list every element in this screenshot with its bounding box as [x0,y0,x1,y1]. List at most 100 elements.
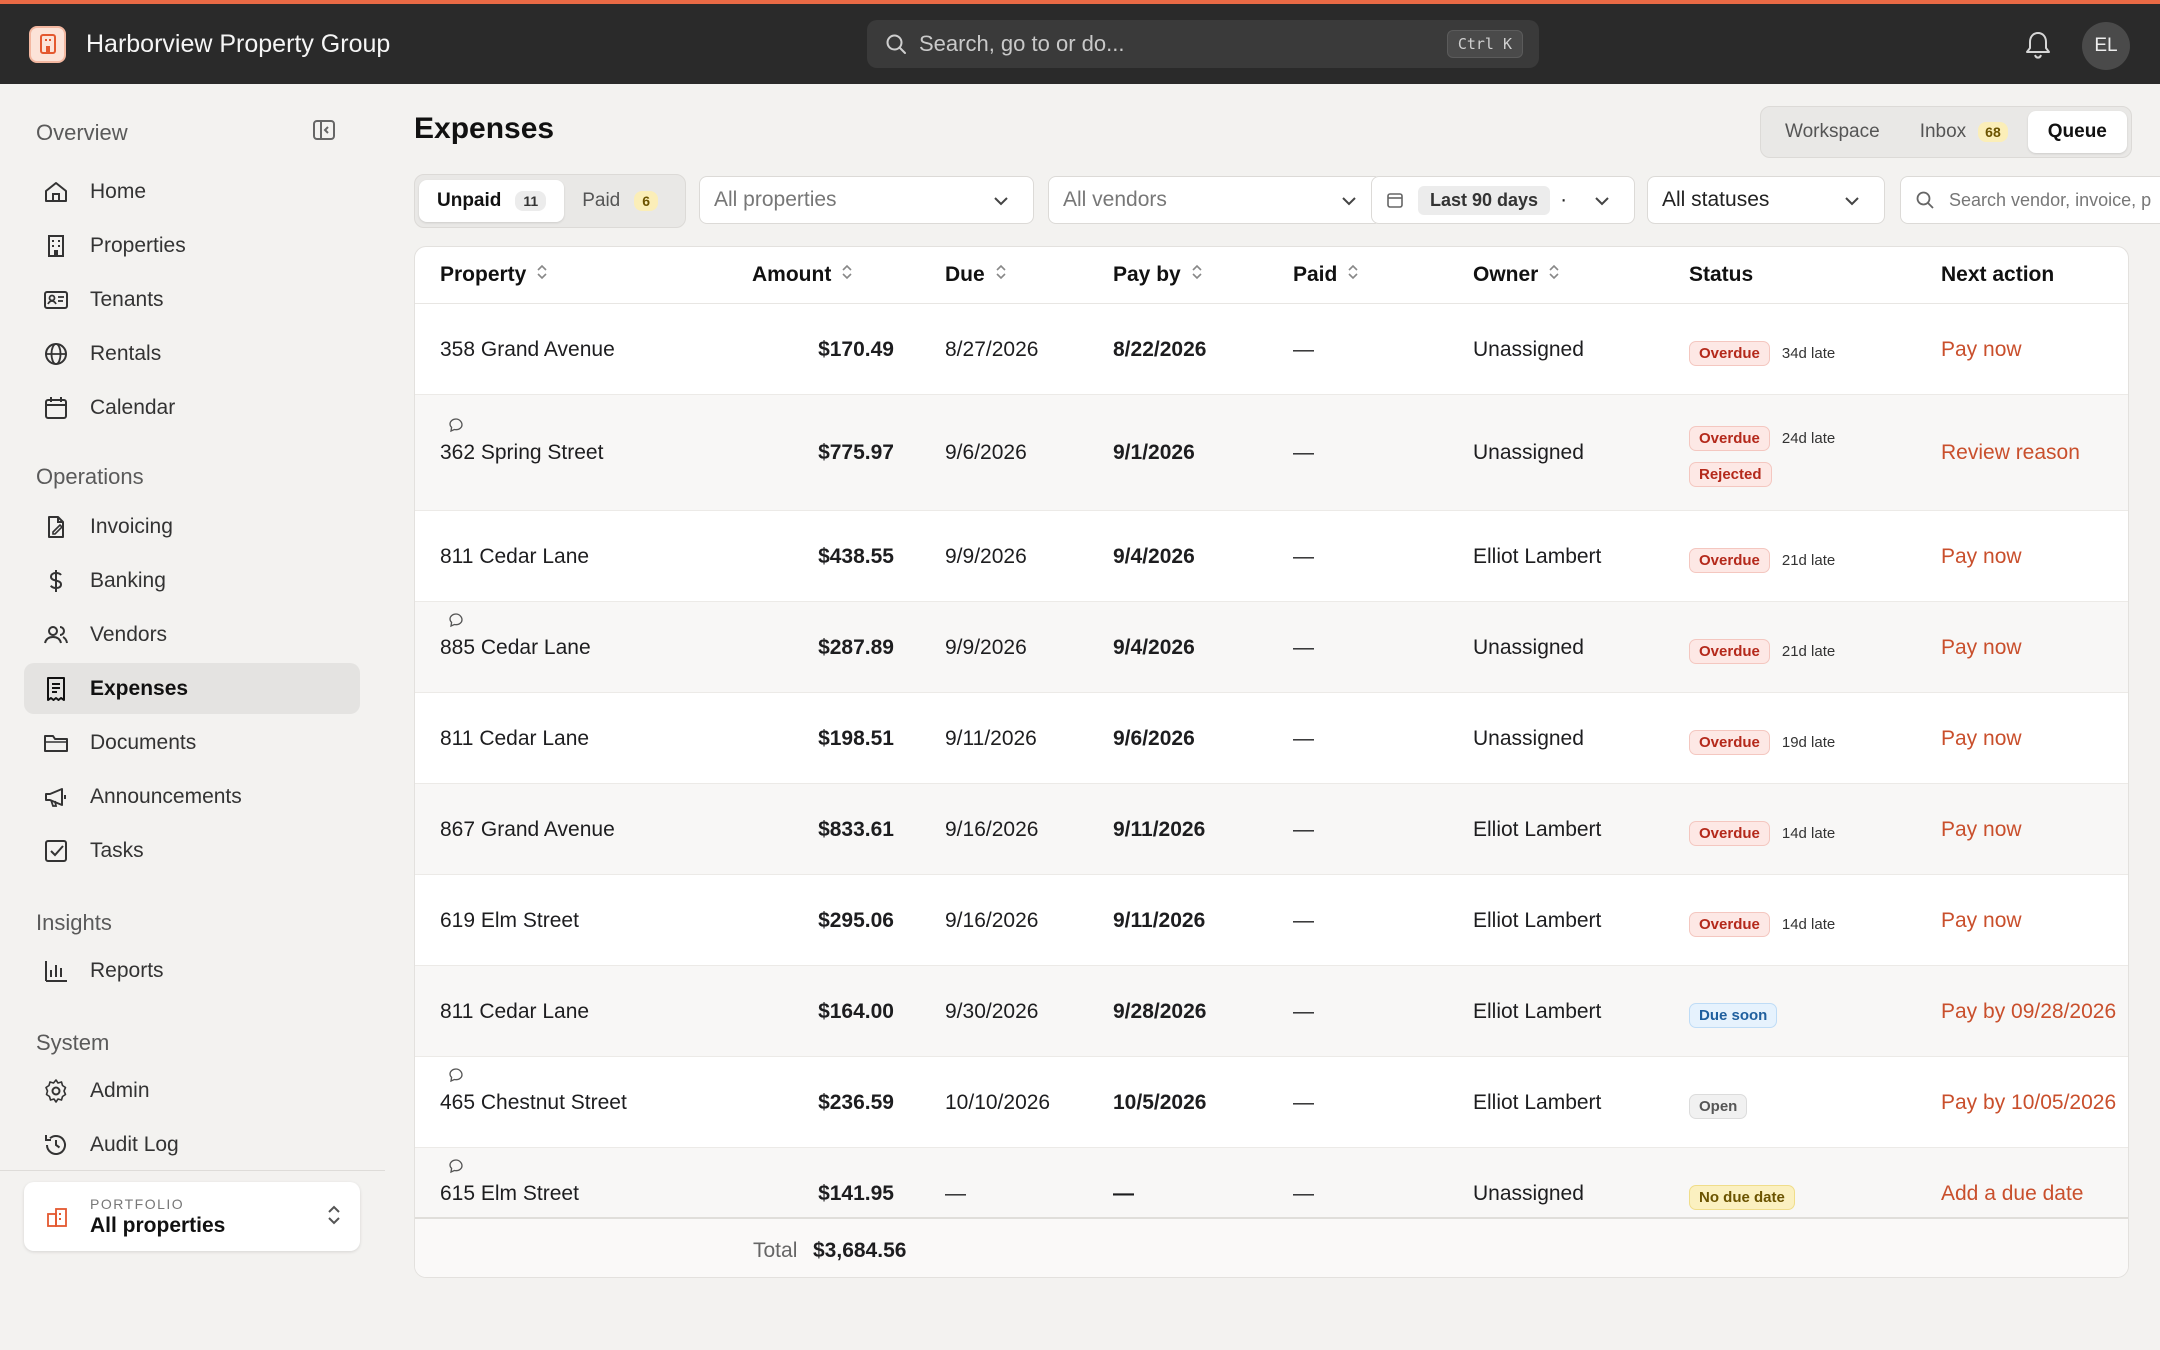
table-row[interactable]: 465 Chestnut Street $236.59 10/10/2026 10/5… [415,1057,2128,1148]
sort-icon [1191,263,1203,287]
status-cell: Overdue 24d late Rejected [1689,425,1835,487]
view-workspace[interactable]: Workspace [1785,121,1880,142]
comment-icon[interactable] [448,1158,464,1179]
tab-unpaid[interactable]: Unpaid 11 [419,180,565,222]
table-search-placeholder: Search vendor, invoice, p [1949,189,2152,210]
table-row[interactable]: 811 Cedar Lane $198.51 9/11/2026 9/6/2026 — U… [415,693,2128,784]
column-property[interactable]: Property [440,263,548,287]
next-action-link[interactable]: Pay now [1941,727,2022,750]
sidebar-item-admin[interactable]: Admin [24,1065,360,1116]
statuses-select[interactable]: All statuses [1647,176,1885,224]
view-inbox[interactable]: Inbox 68 [1900,111,2028,153]
column-paid[interactable]: Paid [1293,263,1359,287]
total-label: Total [753,1239,798,1262]
column-amount[interactable]: Amount [752,263,853,287]
next-action-link[interactable]: Pay now [1941,338,2022,361]
sidebar-item-label: Calendar [90,395,176,419]
sidebar-item-properties[interactable]: Properties [24,220,360,271]
sidebar-item-home[interactable]: Home [24,166,360,217]
next-action-link[interactable]: Review reason [1941,441,2080,464]
next-action-link[interactable]: Pay now [1941,909,2022,932]
sidebar-item-banking[interactable]: Banking [24,555,360,606]
comment-icon[interactable] [448,417,464,438]
status-badge: Due soon [1689,1003,1778,1028]
sidebar-item-rentals[interactable]: Rentals [24,328,360,379]
top-bar: Harborview Property Group Search, go to … [0,0,2160,84]
bell-icon[interactable] [2024,30,2052,65]
user-avatar[interactable]: EL [2082,22,2130,70]
table-row[interactable]: 362 Spring Street $775.97 9/6/2026 9/1/2026… [415,395,2128,511]
column-pay-by[interactable]: Pay by [1113,263,1203,287]
vendors-select[interactable]: All vendors [1048,176,1382,224]
sidebar-item-calendar[interactable]: Calendar [24,382,360,433]
late-days: 14d late [1781,916,1836,933]
status-cell: Due soon [1689,1002,1778,1028]
column-owner[interactable]: Owner [1473,263,1560,287]
next-action-link[interactable]: Pay now [1941,818,2022,841]
tab-unpaid-count: 11 [515,191,547,211]
sidebar-item-documents[interactable]: Documents [24,717,360,768]
paid-cell: — [1293,818,1314,841]
brand-name: Harborview Property Group [86,29,391,58]
column-label: Paid [1293,263,1338,286]
column-status: Status [1689,263,1754,286]
status-cell: Overdue 21d late [1689,638,1835,664]
comment-icon[interactable] [448,612,464,633]
sidebar-item-tenants[interactable]: Tenants [24,274,360,325]
portfolio-switcher[interactable]: PORTFOLIO All properties [24,1182,360,1251]
property-cell: 362 Spring Street [440,441,604,464]
table-row[interactable]: 811 Cedar Lane $438.55 9/9/2026 9/4/2026 — El… [415,511,2128,602]
view-queue[interactable]: Queue [2027,111,2127,153]
sort-icon [1347,263,1359,287]
table-row[interactable]: 619 Elm Street $295.06 9/16/2026 9/11/2026 —… [415,875,2128,966]
collapse-sidebar-icon[interactable] [312,118,336,147]
due-cell: 8/27/2026 [945,338,1039,361]
bar-chart-icon [42,957,70,985]
checkbox-icon [42,837,70,865]
status-badge: Overdue [1689,548,1770,573]
sidebar-item-audit-log[interactable]: Audit Log [24,1119,360,1170]
view-inbox-label: Inbox [1919,121,1967,142]
sort-icon [995,263,1007,287]
tab-paid[interactable]: Paid 6 [564,180,676,222]
sidebar-item-label: Vendors [90,622,168,646]
next-action-link[interactable]: Pay now [1941,636,2022,659]
sidebar-item-vendors[interactable]: Vendors [24,609,360,660]
column-due[interactable]: Due [945,263,1007,287]
sidebar-item-expenses[interactable]: Expenses [24,663,360,714]
sidebar-item-announcements[interactable]: Announcements [24,771,360,822]
status-cell: Overdue 19d late [1689,729,1835,755]
pay-by-cell: 9/28/2026 [1113,1000,1207,1023]
table-row[interactable]: 867 Grand Avenue $833.61 9/16/2026 9/11/202… [415,784,2128,875]
next-action-link[interactable]: Pay now [1941,545,2022,568]
status-badge: No due date [1689,1185,1795,1210]
status-tabs: Unpaid 11 Paid 6 [414,174,686,228]
sidebar-section-insights: Insights [36,910,112,935]
status-badge: Overdue [1689,821,1770,846]
table-row[interactable]: 358 Grand Avenue $170.49 8/27/2026 8/22/202… [415,304,2128,395]
sidebar-item-label: Admin [90,1078,150,1102]
global-search[interactable]: Search, go to or do... Ctrl K [867,20,1539,68]
pay-by-cell: — [1113,1182,1134,1205]
date-range-select[interactable]: Last 90 days · [1371,176,1635,224]
sidebar-item-invoicing[interactable]: Invoicing [24,501,360,552]
next-action-link[interactable]: Pay by 10/05/2026 [1941,1091,2117,1114]
table-row[interactable]: 811 Cedar Lane $164.00 9/30/2026 9/28/2026 —… [415,966,2128,1057]
status-badge-secondary: Rejected [1689,462,1772,487]
column-label: Amount [752,263,832,286]
status-badge: Overdue [1689,912,1770,937]
sidebar-section-overview: Overview [36,120,128,145]
brand[interactable]: Harborview Property Group [29,25,391,63]
table-row[interactable]: 885 Cedar Lane $287.89 9/9/2026 9/4/2026 — Un… [415,602,2128,693]
property-cell: 811 Cedar Lane [440,1000,590,1023]
due-cell: 10/10/2026 [945,1091,1051,1114]
sidebar-item-tasks[interactable]: Tasks [24,825,360,876]
next-action-link[interactable]: Add a due date [1941,1182,2084,1205]
property-cell: 885 Cedar Lane [440,636,591,659]
properties-select[interactable]: All properties [699,176,1034,224]
next-action-link[interactable]: Pay by 09/28/2026 [1941,1000,2117,1023]
status-cell: Overdue 34d late [1689,340,1835,366]
table-search-input[interactable]: Search vendor, invoice, p [1900,176,2160,224]
comment-icon[interactable] [448,1067,464,1088]
sidebar-item-reports[interactable]: Reports [24,945,360,996]
